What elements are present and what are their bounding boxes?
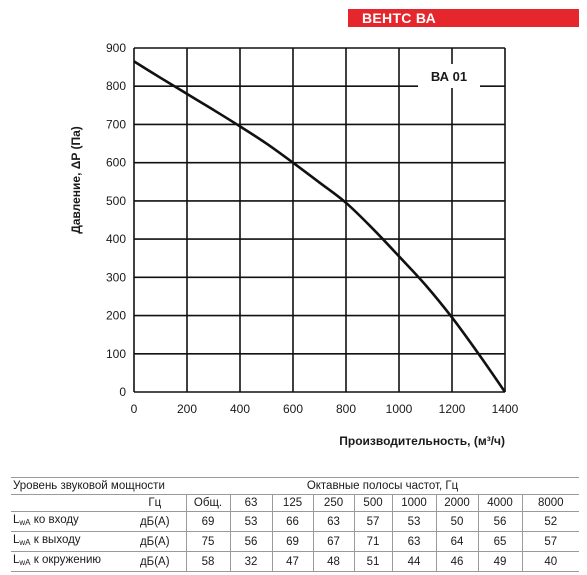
table-cell: 56 — [477, 511, 523, 532]
column-header: 4000 — [477, 494, 523, 512]
freq-unit: Гц — [124, 494, 187, 512]
y-tick-label: 800 — [106, 79, 126, 93]
fan-curve-line — [133, 60, 507, 393]
column-header: Общ. — [185, 494, 231, 512]
y-tick-label: 400 — [106, 232, 126, 246]
column-header: 2000 — [435, 494, 479, 512]
model-label-box — [418, 64, 480, 88]
y-tick-label: 600 — [106, 156, 126, 170]
x-tick-label: 600 — [283, 402, 303, 416]
x-tick-label: 800 — [336, 402, 356, 416]
table-cell: 75 — [185, 531, 231, 552]
table-cell: 57 — [521, 531, 580, 552]
y-tick-label: 700 — [106, 117, 126, 131]
table-cell: 69 — [185, 511, 231, 532]
y-tick-label: 300 — [106, 270, 126, 284]
table-cell: 63 — [391, 531, 437, 552]
x-tick-label: 1200 — [439, 402, 466, 416]
header-title: ВЕНТС ВА — [362, 10, 437, 26]
table-cell: 66 — [271, 511, 314, 532]
header-bar — [348, 9, 579, 27]
row-unit: дБ(А) — [124, 531, 187, 552]
column-header: 8000 — [521, 494, 580, 512]
table-row: LwA к выходу дБ(А) 75 56 69 67 71 63 64 65 57 — [11, 531, 580, 552]
table-title: Уровень звуковой мощности — [11, 477, 187, 495]
row-label: LwA к выходу — [11, 531, 124, 552]
table-cell: 52 — [521, 511, 580, 532]
column-header-row: Гц Общ. 63 125 250 500 1000 2000 4000 8000 — [11, 494, 580, 512]
table-cell: 44 — [391, 551, 437, 572]
table-cell: 63 — [312, 511, 355, 532]
table-row: LwA ко входу дБ(А) 69 53 66 63 57 53 50 56 52 — [11, 511, 580, 532]
table-cell: 71 — [353, 531, 393, 552]
table-row: LwA к окружению дБ(А) 58 32 47 48 51 44 46 49 40 — [11, 551, 580, 572]
table-cell: 49 — [477, 551, 523, 572]
y-tick-label: 100 — [106, 347, 126, 361]
column-header: 63 — [229, 494, 273, 512]
table-cell: 48 — [312, 551, 355, 572]
table-cell: 58 — [185, 551, 231, 572]
y-tick-label: 500 — [106, 194, 126, 208]
table-cell: 51 — [353, 551, 393, 572]
row-unit: дБ(А) — [124, 511, 187, 532]
fan-curve-chart: 0 200 400 600 800 1000 1200 1400 0 100 200 300 400 50… — [69, 41, 519, 448]
column-header: 1000 — [391, 494, 437, 512]
model-label: ВА 01 — [431, 69, 467, 84]
x-tick-label: 0 — [131, 402, 138, 416]
x-tick-label: 200 — [177, 402, 197, 416]
x-tick-label: 1400 — [492, 402, 519, 416]
table-cell: 64 — [435, 531, 479, 552]
table-cell: 53 — [391, 511, 437, 532]
y-axis-title: Давление, ΔP (Па) — [69, 126, 83, 234]
table-cell: 40 — [521, 551, 580, 572]
table-cell: 56 — [229, 531, 273, 552]
row-label: LwA к окружению — [11, 551, 124, 572]
column-header: 500 — [353, 494, 393, 512]
table-cell: 53 — [229, 511, 273, 532]
x-tick-label: 400 — [230, 402, 250, 416]
table-cell: 69 — [271, 531, 314, 552]
y-tick-label: 0 — [119, 385, 126, 399]
sound-power-table: Уровень звуковой мощности Октавные полос… — [11, 477, 580, 572]
row-unit: дБ(А) — [124, 551, 187, 572]
table-cell: 50 — [435, 511, 479, 532]
column-header: 250 — [312, 494, 355, 512]
y-tick-label: 200 — [106, 309, 126, 323]
column-header: 125 — [271, 494, 314, 512]
table-cell: 46 — [435, 551, 479, 572]
row-label: LwA ко входу — [11, 511, 124, 532]
table-cell: 57 — [353, 511, 393, 532]
table-cell: 65 — [477, 531, 523, 552]
y-tick-label: 900 — [106, 41, 126, 55]
table-cell: 67 — [312, 531, 355, 552]
table-cell: 32 — [229, 551, 273, 572]
table-cell: 47 — [271, 551, 314, 572]
x-tick-label: 1000 — [386, 402, 413, 416]
x-axis-title: Производительность, (м³/ч) — [339, 434, 505, 448]
bands-title: Октавные полосы частот, Гц — [186, 477, 580, 495]
